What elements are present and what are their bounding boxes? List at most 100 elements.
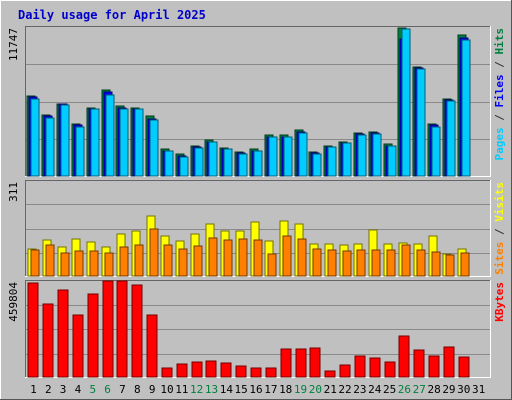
legend-part: Files — [493, 74, 506, 107]
panel-legend: KBytes — [493, 282, 506, 322]
x-tick-label: 8 — [134, 383, 141, 396]
x-tick-label: 31 — [472, 383, 485, 396]
bar-kbytes-day-8 — [131, 284, 143, 378]
bar-pages-day-28 — [431, 126, 441, 177]
panel-legend: Pages / Files / Hits — [493, 28, 506, 161]
bar-sites-day-30 — [460, 252, 470, 277]
bar-kbytes-day-23 — [354, 355, 366, 378]
bar-sites-day-11 — [178, 248, 188, 277]
bar-kbytes-day-5 — [87, 293, 99, 378]
bar-kbytes-day-20 — [309, 347, 321, 378]
bar-kbytes-day-16 — [250, 367, 262, 378]
bar-kbytes-day-26 — [398, 335, 410, 378]
bar-sites-day-23 — [356, 249, 366, 277]
x-tick-label: 24 — [368, 383, 382, 396]
bar-kbytes-day-12 — [191, 361, 203, 378]
bar-sites-day-26 — [401, 244, 411, 277]
x-tick-label: 26 — [398, 383, 411, 396]
x-tick-label: 19 — [294, 383, 307, 396]
x-tick-label: 17 — [264, 383, 277, 396]
bar-pages-day-11 — [179, 156, 189, 177]
legend-part: / — [493, 55, 506, 75]
bar-kbytes-day-30 — [458, 356, 470, 378]
legend-part: Visits — [493, 182, 506, 222]
bar-pages-day-17 — [268, 136, 278, 177]
bar-kbytes-day-25 — [384, 361, 396, 378]
x-tick-label: 23 — [353, 383, 366, 396]
chart-panels: 11747 Pages / Files / Hits 311 Sites / Visi… — [7, 26, 506, 378]
bar-pages-day-14 — [223, 148, 233, 177]
x-tick-label: 16 — [249, 383, 262, 396]
bar-pages-day-22 — [342, 142, 352, 177]
x-tick-label: 13 — [205, 383, 218, 396]
bar-kbytes-day-29 — [443, 346, 455, 378]
bar-pages-day-2 — [45, 117, 55, 177]
bar-sites-day-28 — [431, 251, 441, 277]
bar-pages-day-25 — [387, 145, 397, 177]
bar-sites-day-12 — [193, 245, 203, 277]
chart-title: Daily usage for April 2025 — [18, 8, 206, 22]
panel-hits-files-pages: 11747 Pages / Files / Hits — [7, 26, 506, 177]
bar-sites-day-17 — [267, 253, 277, 277]
x-tick-label: 15 — [235, 383, 248, 396]
bar-pages-day-27 — [416, 68, 426, 177]
bar-pages-day-24 — [372, 133, 382, 177]
x-tick-label: 11 — [175, 383, 188, 396]
x-tick-label: 14 — [220, 383, 234, 396]
bar-pages-day-10 — [164, 150, 174, 177]
bar-pages-day-21 — [327, 146, 337, 177]
x-tick-label: 12 — [190, 383, 203, 396]
legend-part: Sites — [493, 242, 506, 275]
bar-sites-day-4 — [74, 250, 84, 277]
x-tick-label: 18 — [279, 383, 292, 396]
bar-kbytes-day-11 — [176, 363, 188, 378]
legend-part: Pages — [493, 127, 506, 160]
bar-pages-day-6 — [105, 94, 115, 177]
bar-pages-day-4 — [75, 126, 85, 177]
bar-pages-day-20 — [312, 153, 322, 177]
panel-kbytes: 459804 KBytes — [7, 280, 506, 378]
bar-sites-day-22 — [342, 250, 352, 277]
bar-sites-day-8 — [134, 244, 144, 277]
bar-pages-day-15 — [238, 153, 248, 177]
bar-pages-day-29 — [446, 100, 456, 177]
bar-kbytes-day-15 — [235, 365, 247, 378]
bar-kbytes-day-9 — [146, 314, 158, 378]
y-axis-max-label: 11747 — [7, 28, 20, 61]
legend-part: Hits — [493, 28, 506, 55]
bar-pages-day-12 — [194, 147, 204, 177]
bar-sites-day-18 — [282, 235, 292, 277]
y-axis-max-label: 459804 — [7, 282, 20, 322]
bar-kbytes-day-28 — [428, 355, 440, 378]
bar-sites-day-1 — [30, 249, 40, 277]
bar-kbytes-day-14 — [220, 362, 232, 378]
bar-kbytes-day-22 — [339, 364, 351, 378]
bar-kbytes-day-24 — [369, 357, 381, 378]
bar-sites-day-5 — [89, 250, 99, 277]
x-tick-label: 29 — [442, 383, 455, 396]
panel-legend: Sites / Visits — [493, 182, 506, 275]
x-tick-label: 27 — [413, 383, 426, 396]
panel-visits-sites: 311 Sites / Visits — [7, 180, 506, 277]
bar-kbytes-day-3 — [57, 289, 69, 378]
bar-pages-day-5 — [90, 108, 100, 177]
bar-sites-day-25 — [386, 249, 396, 277]
bar-kbytes-day-10 — [161, 367, 173, 378]
bar-sites-day-19 — [297, 238, 307, 277]
x-tick-label: 28 — [427, 383, 440, 396]
bar-pages-day-7 — [119, 108, 129, 177]
x-tick-label: 1 — [30, 383, 37, 396]
bar-pages-day-16 — [253, 150, 263, 177]
bar-sites-day-21 — [327, 249, 337, 277]
y-axis-max-label: 311 — [7, 182, 20, 202]
bar-kbytes-day-6 — [102, 280, 114, 378]
bar-sites-day-2 — [45, 244, 55, 277]
bar-pages-day-18 — [283, 136, 293, 177]
bar-kbytes-day-2 — [42, 303, 54, 378]
bar-sites-day-20 — [312, 248, 322, 277]
bar-sites-day-6 — [104, 252, 114, 277]
bar-sites-day-16 — [253, 239, 263, 277]
bar-sites-day-24 — [371, 249, 381, 277]
bar-kbytes-day-21 — [324, 370, 336, 378]
